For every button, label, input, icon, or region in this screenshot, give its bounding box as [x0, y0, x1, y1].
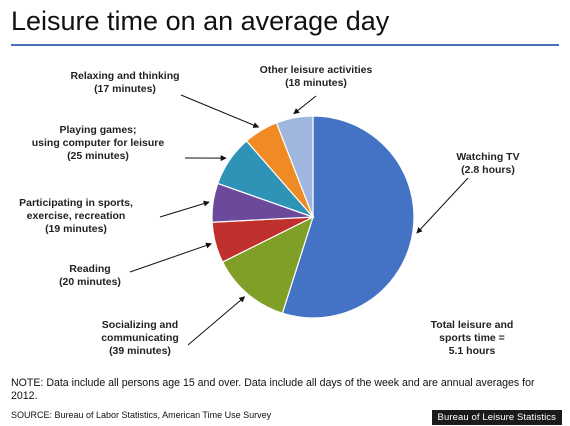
slice-label: Reading (20 minutes)	[59, 263, 121, 288]
pie-chart: Watching TV (2.8 hours) Socializing and com…	[19, 64, 519, 357]
label-arrow	[159, 200, 210, 218]
label-arrow	[129, 242, 212, 273]
label-arrow	[187, 296, 246, 346]
slice-label: Relaxing and thinking (17 minutes)	[70, 70, 179, 95]
pie-slice	[221, 215, 315, 315]
footnote: NOTE: Data include all persons age 15 an…	[11, 377, 535, 402]
label-arrow	[293, 95, 317, 115]
label-arrow	[180, 94, 260, 128]
label-arrow	[416, 177, 469, 234]
brand-badge: Bureau of Leisure Statistics	[431, 410, 562, 425]
slice-label: Playing games; using computer for leisure…	[32, 124, 165, 162]
slice-label: Watching TV (2.8 hours)	[456, 151, 519, 176]
total-label: Total leisure and sports time = 5.1 hours	[431, 319, 514, 357]
slice-label: Socializing and communicating (39 minutes)	[101, 319, 179, 357]
pie-slice	[281, 115, 415, 319]
slice-label: Other leisure activities (18 minutes)	[260, 64, 373, 89]
page-title: Leisure time on an average day	[11, 6, 390, 36]
source-text: SOURCE: Bureau of Labor Statistics, Amer…	[11, 410, 272, 420]
pie-slice	[275, 115, 314, 218]
title-divider	[11, 44, 559, 46]
slice-label: Participating in sports, exercise, recrea…	[19, 197, 133, 235]
